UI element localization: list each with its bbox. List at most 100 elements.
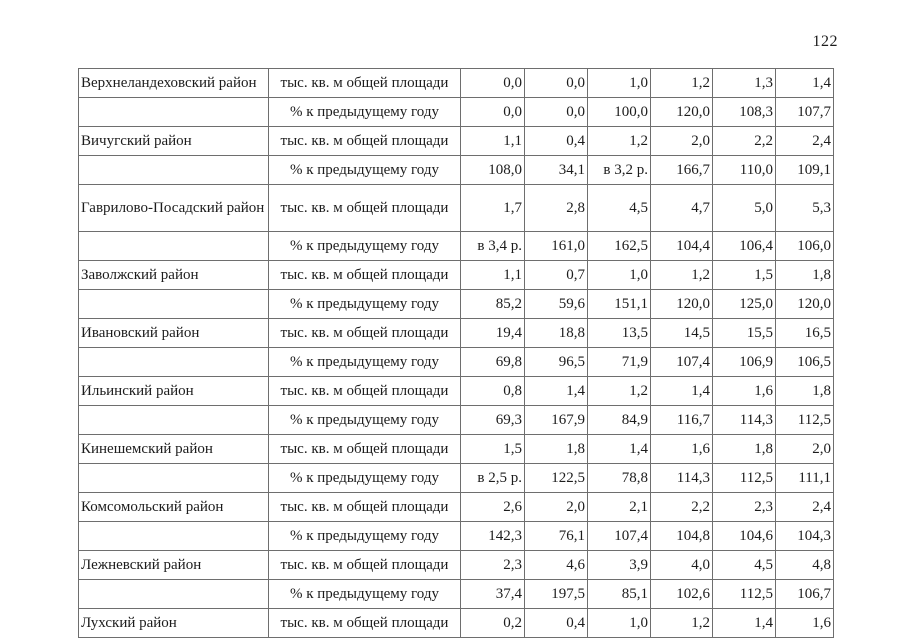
measure-cell: тыс. кв. м общей площади bbox=[268, 492, 461, 522]
table-row: % к предыдущему году в 3,4 р. 161,0 162,5 10… bbox=[78, 231, 834, 261]
value-cell: 104,3 bbox=[775, 521, 834, 551]
value-cell: 2,0 bbox=[650, 126, 713, 156]
table-row: Ивановский район тыс. кв. м общей площади… bbox=[78, 318, 834, 348]
value-cell: 59,6 bbox=[524, 289, 588, 319]
table-row: % к предыдущему году в 2,5 р. 122,5 78,8 114… bbox=[78, 463, 834, 493]
value-cell: 2,3 bbox=[712, 492, 776, 522]
value-cell: 125,0 bbox=[712, 289, 776, 319]
value-cell: 107,7 bbox=[775, 97, 834, 127]
table-row: Гаврилово-Посадский район тыс. кв. м обще… bbox=[78, 184, 834, 232]
value-cell: 15,5 bbox=[712, 318, 776, 348]
value-cell: в 3,2 р. bbox=[587, 155, 651, 185]
district-cell bbox=[78, 97, 269, 127]
value-cell: 2,1 bbox=[587, 492, 651, 522]
value-cell: 0,2 bbox=[460, 608, 525, 638]
value-cell: 1,8 bbox=[712, 434, 776, 464]
value-cell: 120,0 bbox=[775, 289, 834, 319]
district-cell bbox=[78, 231, 269, 261]
value-cell: 104,4 bbox=[650, 231, 713, 261]
district-cell bbox=[78, 463, 269, 493]
value-cell: 1,6 bbox=[650, 434, 713, 464]
value-cell: 162,5 bbox=[587, 231, 651, 261]
value-cell: 85,1 bbox=[587, 579, 651, 609]
value-cell: 2,2 bbox=[650, 492, 713, 522]
value-cell: 2,0 bbox=[775, 434, 834, 464]
value-cell: 2,4 bbox=[775, 126, 834, 156]
value-cell: 114,3 bbox=[650, 463, 713, 493]
value-cell: 120,0 bbox=[650, 97, 713, 127]
value-cell: 1,6 bbox=[775, 608, 834, 638]
table-row: Вичугский район тыс. кв. м общей площади 1… bbox=[78, 126, 834, 156]
value-cell: 3,9 bbox=[587, 550, 651, 580]
value-cell: 107,4 bbox=[650, 347, 713, 377]
value-cell: 4,5 bbox=[712, 550, 776, 580]
district-cell bbox=[78, 289, 269, 319]
value-cell: 4,5 bbox=[587, 184, 651, 232]
value-cell: 16,5 bbox=[775, 318, 834, 348]
measure-cell: тыс. кв. м общей площади bbox=[268, 68, 461, 98]
value-cell: 106,0 bbox=[775, 231, 834, 261]
district-cell: Вичугский район bbox=[78, 126, 269, 156]
district-cell: Лухский район bbox=[78, 608, 269, 638]
value-cell: 18,8 bbox=[524, 318, 588, 348]
value-cell: 5,3 bbox=[775, 184, 834, 232]
value-cell: 1,2 bbox=[587, 376, 651, 406]
table-row: Ильинский район тыс. кв. м общей площади 0… bbox=[78, 376, 834, 406]
value-cell: 13,5 bbox=[587, 318, 651, 348]
value-cell: 2,0 bbox=[524, 492, 588, 522]
value-cell: 4,7 bbox=[650, 184, 713, 232]
value-cell: 1,4 bbox=[775, 68, 834, 98]
measure-cell: % к предыдущему году bbox=[268, 231, 461, 261]
value-cell: 120,0 bbox=[650, 289, 713, 319]
measure-cell: тыс. кв. м общей площади bbox=[268, 608, 461, 638]
value-cell: 2,6 bbox=[460, 492, 525, 522]
table-row: % к предыдущему году 37,4 197,5 85,1 102,6 11… bbox=[78, 579, 834, 609]
value-cell: в 2,5 р. bbox=[460, 463, 525, 493]
value-cell: 114,3 bbox=[712, 405, 776, 435]
value-cell: 1,1 bbox=[460, 126, 525, 156]
value-cell: 108,3 bbox=[712, 97, 776, 127]
value-cell: 1,8 bbox=[524, 434, 588, 464]
value-cell: 111,1 bbox=[775, 463, 834, 493]
value-cell: 0,4 bbox=[524, 608, 588, 638]
measure-cell: тыс. кв. м общей площади bbox=[268, 260, 461, 290]
value-cell: 0,8 bbox=[460, 376, 525, 406]
value-cell: 4,0 bbox=[650, 550, 713, 580]
table-row: % к предыдущему году 0,0 0,0 100,0 120,0 108,… bbox=[78, 97, 834, 127]
statistics-table: Верхнеландеховский район тыс. кв. м общей… bbox=[78, 68, 834, 638]
value-cell: 1,2 bbox=[650, 608, 713, 638]
table-body: Верхнеландеховский район тыс. кв. м общей… bbox=[78, 68, 834, 638]
value-cell: 1,2 bbox=[587, 126, 651, 156]
value-cell: 166,7 bbox=[650, 155, 713, 185]
district-cell: Комсомольский район bbox=[78, 492, 269, 522]
value-cell: 14,5 bbox=[650, 318, 713, 348]
value-cell: 71,9 bbox=[587, 347, 651, 377]
district-cell: Заволжский район bbox=[78, 260, 269, 290]
value-cell: 19,4 bbox=[460, 318, 525, 348]
measure-cell: % к предыдущему году bbox=[268, 97, 461, 127]
value-cell: 2,3 bbox=[460, 550, 525, 580]
value-cell: 1,2 bbox=[650, 68, 713, 98]
district-cell bbox=[78, 155, 269, 185]
value-cell: 106,9 bbox=[712, 347, 776, 377]
value-cell: 78,8 bbox=[587, 463, 651, 493]
value-cell: 76,1 bbox=[524, 521, 588, 551]
measure-cell: тыс. кв. м общей площади bbox=[268, 126, 461, 156]
district-cell: Лежневский район bbox=[78, 550, 269, 580]
district-cell bbox=[78, 405, 269, 435]
measure-cell: тыс. кв. м общей площади bbox=[268, 550, 461, 580]
measure-cell: % к предыдущему году bbox=[268, 155, 461, 185]
district-cell bbox=[78, 579, 269, 609]
value-cell: 1,8 bbox=[775, 260, 834, 290]
measure-cell: тыс. кв. м общей площади bbox=[268, 376, 461, 406]
value-cell: 0,7 bbox=[524, 260, 588, 290]
measure-cell: тыс. кв. м общей площади bbox=[268, 184, 461, 232]
district-cell bbox=[78, 347, 269, 377]
measure-cell: % к предыдущему году bbox=[268, 347, 461, 377]
district-cell: Гаврилово-Посадский район bbox=[78, 184, 269, 232]
table-row: Заволжский район тыс. кв. м общей площади… bbox=[78, 260, 834, 290]
value-cell: 0,4 bbox=[524, 126, 588, 156]
value-cell: 112,5 bbox=[775, 405, 834, 435]
value-cell: 1,4 bbox=[712, 608, 776, 638]
value-cell: 104,6 bbox=[712, 521, 776, 551]
